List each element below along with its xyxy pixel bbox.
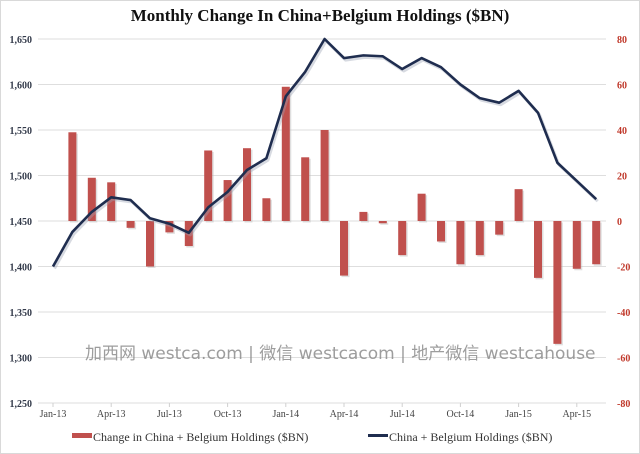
bar-Mar-14: [320, 130, 329, 221]
x-tick-label: Jan-14: [272, 409, 299, 420]
left-tick-label: 1,350: [10, 308, 33, 319]
bar-Apr-15: [572, 221, 581, 269]
x-tick-label: Apr-13: [97, 409, 126, 420]
bar-May-14: [359, 211, 368, 221]
bar-Sep-13: [204, 150, 213, 221]
x-tick-label: Apr-15: [562, 409, 591, 420]
x-tick-label: Oct-14: [447, 409, 475, 420]
x-tick-label: Jan-15: [505, 409, 532, 420]
left-tick-label: 1,400: [10, 263, 33, 274]
bar-Jan-15: [514, 189, 523, 221]
legend-label-line: China + Belgium Holdings ($BN): [389, 430, 552, 444]
line-series: [51, 37, 599, 270]
x-tick-label: Jan-13: [40, 409, 67, 420]
bar-Apr-13: [107, 182, 116, 221]
left-tick-label: 1,650: [10, 35, 33, 46]
bar-Mar-15: [553, 221, 562, 344]
right-axis-ticks: -80 -60 -40 -20 0 20 40 60 80: [617, 35, 630, 410]
legend-label-bar: Change in China + Belgium Holdings ($BN): [93, 430, 308, 444]
legend: Change in China + Belgium Holdings ($BN)…: [72, 430, 552, 444]
bar-shadow: [380, 222, 389, 225]
left-tick-label: 1,250: [10, 399, 33, 410]
legend-swatch-line: [368, 434, 388, 437]
right-tick-label: 80: [617, 35, 627, 46]
right-tick-label: -20: [617, 263, 630, 274]
left-tick-label: 1,600: [10, 81, 33, 92]
bar-Aug-14: [417, 193, 426, 221]
right-tick-label: 0: [617, 217, 622, 228]
right-tick-label: -40: [617, 308, 630, 319]
bar-Jun-13: [146, 221, 154, 267]
x-tick-label: Jul-14: [390, 409, 415, 420]
bar-Jan-14: [281, 86, 290, 222]
bar-series: [68, 86, 602, 346]
legend-swatch-bar: [72, 433, 92, 438]
bar-Feb-15: [534, 221, 542, 278]
left-tick-label: 1,500: [10, 172, 33, 183]
right-tick-label: 20: [617, 172, 627, 183]
x-axis: Jan-13 Apr-13 Jul-13 Oct-13 Jan-14 Apr-14 Jul-…: [40, 403, 591, 420]
bar-Nov-13: [243, 148, 251, 221]
x-tick-label: Jul-13: [157, 409, 182, 420]
x-tick-label: Oct-13: [214, 409, 242, 420]
right-tick-label: -60: [617, 354, 630, 365]
left-axis-ticks: 1,250 1,300 1,350 1,400 1,450 1,500 1,550 1,600…: [10, 35, 33, 410]
right-tick-label: -80: [617, 399, 630, 410]
bar-Oct-14: [456, 221, 465, 265]
bar-Apr-14: [340, 221, 348, 276]
left-tick-label: 1,300: [10, 354, 33, 365]
bar-May-13: [126, 221, 135, 228]
left-tick-label: 1,550: [10, 126, 33, 137]
bar-Jun-14: [378, 221, 387, 224]
bar-Mar-13: [87, 177, 96, 221]
bar-Nov-14: [475, 221, 484, 256]
bar-Jul-13: [165, 221, 174, 233]
bar-Sep-14: [437, 221, 445, 242]
watermark-text: 加西网 westca.com | 微信 westcacom | 地产微信 wes…: [85, 344, 596, 364]
right-tick-label: 60: [617, 81, 627, 92]
bar-Jul-14: [398, 221, 407, 256]
chart-title: Monthly Change In China+Belgium Holdings…: [130, 6, 510, 25]
left-tick-label: 1,450: [10, 217, 33, 228]
right-tick-label: 40: [617, 126, 627, 137]
bar-Feb-13: [68, 132, 77, 221]
bar-Oct-13: [223, 180, 232, 221]
bar-Dec-13: [262, 198, 271, 221]
bar-May-15: [592, 221, 601, 265]
bar-Dec-14: [495, 221, 504, 235]
x-tick-label: Apr-14: [330, 409, 359, 420]
bar-Feb-14: [301, 157, 310, 221]
